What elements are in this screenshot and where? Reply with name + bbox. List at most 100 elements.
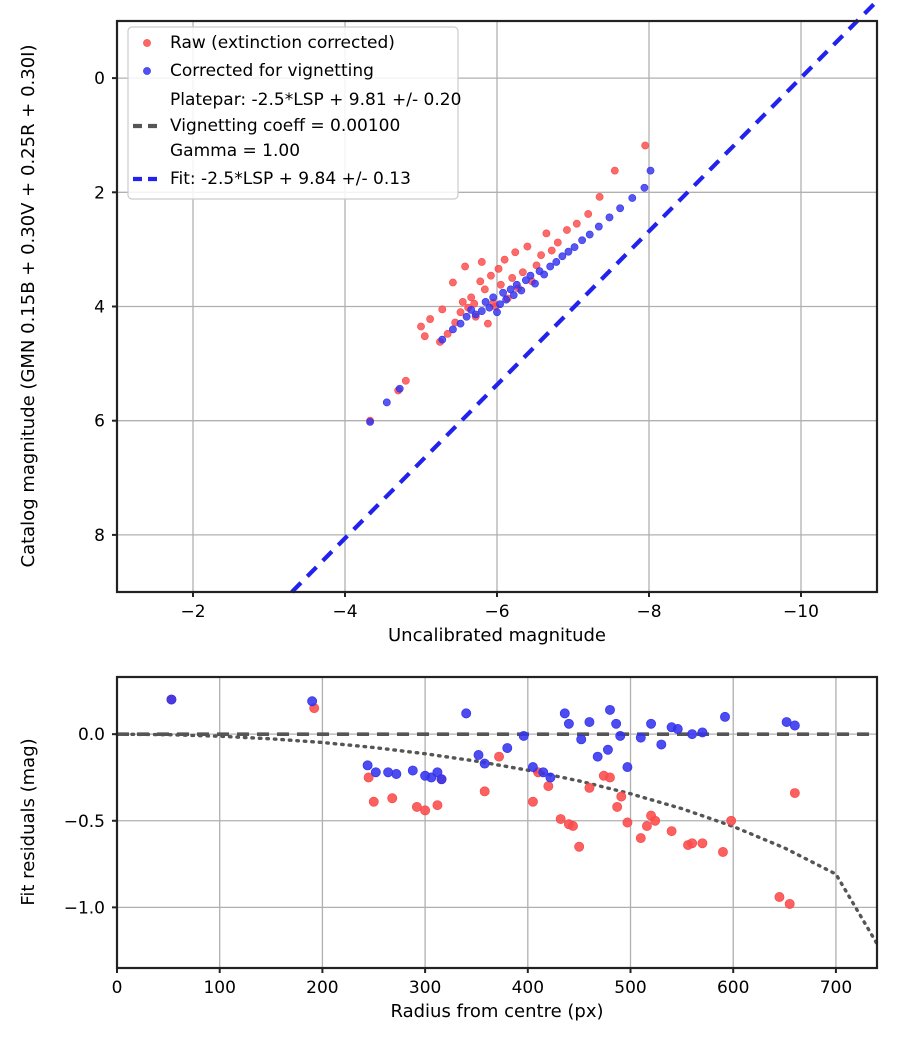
data-point	[790, 788, 799, 797]
data-point	[547, 263, 554, 270]
data-point	[651, 816, 660, 825]
data-point	[556, 814, 565, 823]
plot-canvas: −2−4−6−8−10 02468 Uncalibrated magnitude…	[0, 0, 900, 1050]
tick-label-y: 8	[94, 526, 105, 546]
data-point	[480, 787, 489, 796]
tick-label-y: −1.0	[64, 898, 105, 918]
tick-label-x: 200	[306, 978, 338, 998]
data-point	[519, 731, 528, 740]
data-point	[449, 279, 456, 286]
tick-label-x: 300	[409, 978, 441, 998]
data-point	[396, 385, 403, 392]
tick-label-x: 100	[203, 978, 235, 998]
tick-label-x: −6	[484, 602, 509, 622]
tick-label-x: −2	[180, 602, 205, 622]
data-point	[606, 214, 613, 221]
legend-entry-0[interactable]: Raw (extinction corrected)	[143, 33, 395, 53]
data-point	[698, 728, 707, 737]
data-point	[688, 730, 697, 739]
data-point	[503, 296, 510, 303]
data-point	[571, 244, 578, 251]
data-point	[595, 223, 602, 230]
data-point	[596, 193, 603, 200]
data-point	[541, 271, 548, 278]
data-point	[461, 263, 468, 270]
data-point	[554, 239, 561, 246]
tick-label-y: 4	[94, 298, 105, 318]
data-point	[495, 265, 502, 272]
data-point	[623, 818, 632, 827]
data-point	[366, 418, 373, 425]
data-point	[636, 833, 645, 842]
data-point	[613, 802, 622, 811]
legend-label: Fit: -2.5*LSP + 9.84 +/- 0.13	[170, 169, 411, 189]
data-point	[437, 775, 446, 784]
legend-entry-1[interactable]: Corrected for vignetting	[143, 61, 374, 81]
bottom-x-axis-title: Radius from centre (px)	[390, 1001, 603, 1022]
data-point	[553, 258, 560, 265]
data-point	[421, 333, 428, 340]
data-point	[727, 816, 736, 825]
data-point	[616, 731, 625, 740]
top-x-axis-title: Uncalibrated magnitude	[388, 625, 606, 646]
legend-entry-3[interactable]: Vignetting coeff = 0.00100	[133, 116, 400, 136]
data-point	[503, 743, 512, 752]
data-point	[417, 323, 424, 330]
data-point	[560, 709, 569, 718]
data-point	[478, 258, 485, 265]
data-point	[531, 280, 538, 287]
data-point	[433, 801, 442, 810]
tick-label-x: 0	[112, 978, 123, 998]
top-y-axis-title: Catalog magnitude (GMN 0.15B + 0.30V + 0…	[18, 44, 39, 567]
data-point	[528, 797, 537, 806]
top-x-tick-labels: −2−4−6−8−10	[180, 602, 818, 622]
tick-label-y: 6	[94, 412, 105, 432]
tick-label-y: −0.5	[64, 812, 105, 832]
data-point	[308, 697, 317, 706]
data-point	[457, 320, 464, 327]
data-point	[775, 892, 784, 901]
tick-label-x: −10	[783, 602, 819, 622]
data-point	[641, 184, 648, 191]
data-point	[575, 842, 584, 851]
data-point	[369, 797, 378, 806]
data-point	[477, 278, 484, 285]
top-legend: Raw (extinction corrected) Corrected for …	[128, 27, 461, 199]
data-point	[623, 762, 632, 771]
top-y-tick-labels: 02468	[94, 69, 105, 546]
legend-label: Vignetting coeff = 0.00100	[170, 116, 400, 136]
bottom-y-tick-labels: 0.0−0.5−1.0	[64, 725, 105, 918]
data-point	[519, 269, 526, 276]
data-point	[718, 847, 727, 856]
data-point	[518, 287, 525, 294]
data-point	[484, 320, 491, 327]
data-point	[408, 766, 417, 775]
data-point	[371, 768, 380, 777]
data-point	[617, 205, 624, 212]
data-point	[543, 230, 550, 237]
bottom-axes: 0100200300400500600700 0.0−0.5−1.0 Radiu…	[18, 677, 877, 1022]
legend-entry-5[interactable]: Fit: -2.5*LSP + 9.84 +/- 0.13	[133, 169, 411, 189]
data-point	[667, 827, 676, 836]
data-point	[782, 717, 791, 726]
legend-entry-4[interactable]: Gamma = 1.00	[170, 141, 300, 161]
data-point	[427, 315, 434, 322]
data-point	[481, 286, 488, 293]
data-point	[564, 719, 573, 728]
legend-label: Raw (extinction corrected)	[170, 33, 395, 53]
data-point	[546, 773, 555, 782]
data-point	[647, 167, 654, 174]
tick-label-x: 400	[512, 978, 544, 998]
data-point	[497, 281, 504, 288]
data-point	[496, 301, 503, 308]
data-point	[528, 762, 537, 771]
data-point	[363, 761, 372, 770]
legend-label: Platepar: -2.5*LSP + 9.81 +/- 0.20	[170, 90, 461, 110]
legend-marker-dot	[143, 39, 150, 46]
data-point	[673, 724, 682, 733]
figure-container: −2−4−6−8−10 02468 Uncalibrated magnitude…	[0, 0, 900, 1050]
legend-entry-2[interactable]: Platepar: -2.5*LSP + 9.81 +/- 0.20	[170, 90, 461, 110]
tick-label-y: 0	[94, 69, 105, 89]
data-point	[509, 274, 516, 281]
data-point	[383, 399, 390, 406]
